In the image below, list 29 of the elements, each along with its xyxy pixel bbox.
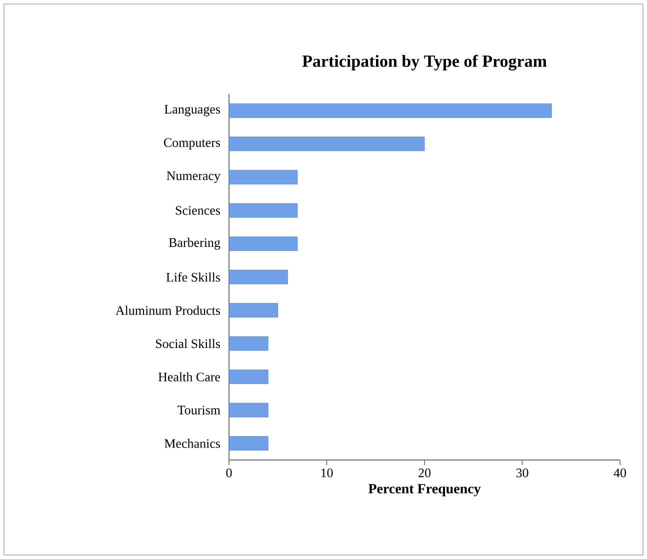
bar bbox=[229, 203, 298, 218]
bar bbox=[229, 236, 298, 251]
bar bbox=[229, 370, 268, 384]
x-tick-label: 40 bbox=[614, 468, 626, 478]
y-tick-label: Numeracy bbox=[166, 172, 220, 183]
x-tick-label: 30 bbox=[516, 468, 528, 478]
y-tick-label: Mechanics bbox=[164, 438, 220, 448]
bar bbox=[229, 170, 298, 184]
y-tick-label: Languages bbox=[164, 104, 220, 116]
y-tick-label: Social Skills bbox=[156, 338, 220, 348]
bar bbox=[229, 436, 268, 451]
x-axis-title: Percent Frequency bbox=[368, 484, 481, 496]
chart-title: Participation by Type of Program bbox=[302, 54, 547, 70]
bar bbox=[229, 336, 268, 351]
x-tick-label: 0 bbox=[226, 468, 232, 478]
y-tick-label: Life Skills bbox=[166, 272, 220, 282]
y-tick-label: Computers bbox=[164, 138, 220, 150]
y-tick-label: Aluminum Products bbox=[116, 306, 220, 315]
y-tick-label: Sciences bbox=[176, 206, 220, 215]
bar bbox=[229, 270, 288, 284]
x-tick-label: 20 bbox=[418, 468, 431, 478]
bar bbox=[229, 136, 425, 152]
bar bbox=[229, 303, 278, 318]
y-tick-label: Barbering bbox=[168, 238, 220, 250]
bar bbox=[229, 103, 552, 118]
y-tick-label: Tourism bbox=[178, 406, 220, 414]
x-tick-label: 10 bbox=[321, 468, 333, 478]
bar bbox=[229, 402, 268, 418]
y-tick-label: Health Care bbox=[158, 372, 220, 382]
